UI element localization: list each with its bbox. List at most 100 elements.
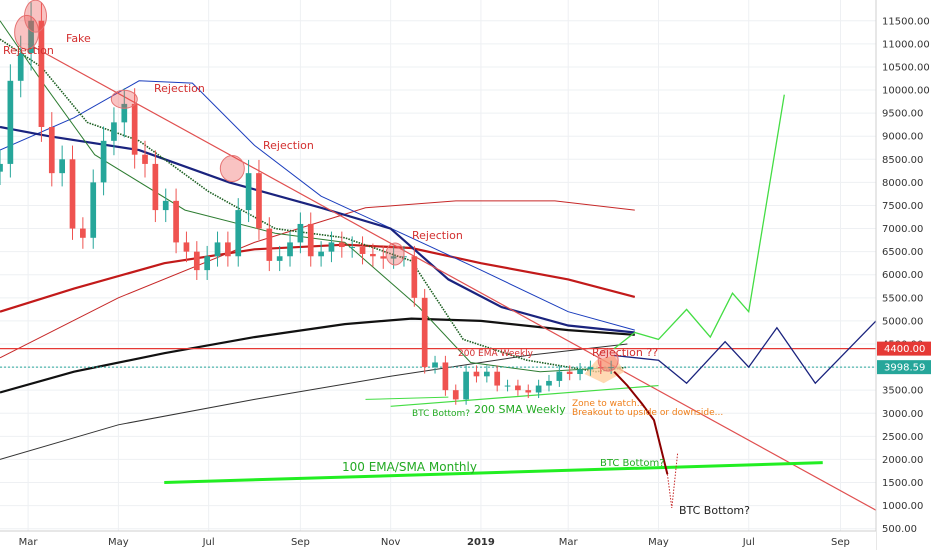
- candle: [245, 159, 252, 223]
- candle-body: [535, 385, 542, 393]
- price-tick-label: 11500.00: [882, 16, 930, 27]
- price-axis-background: [876, 0, 932, 550]
- price-tick-label: 6000.00: [882, 270, 923, 281]
- candle-body: [442, 362, 449, 391]
- candle: [225, 231, 231, 267]
- candle-body: [328, 242, 335, 252]
- candle: [111, 107, 117, 156]
- candle-body: [483, 371, 490, 377]
- annotation-breakout: Breakout to upside or downside...: [572, 408, 723, 418]
- time-tick-label: May: [648, 537, 669, 548]
- annotation-zone-to-watch: Zone to watch..: [572, 399, 642, 409]
- candle-body: [235, 210, 242, 257]
- moving-averages: [0, 20, 636, 460]
- candle-body: [338, 242, 345, 248]
- candle: [59, 145, 65, 187]
- candle: [421, 288, 428, 374]
- price-tick-label: 5000.00: [882, 316, 923, 327]
- rejection-circle: [14, 14, 40, 50]
- candle: [556, 365, 563, 387]
- candle: [452, 384, 459, 405]
- candle: [442, 355, 449, 396]
- candle-body: [421, 297, 428, 368]
- candle-body: [432, 362, 438, 368]
- candle-body: [7, 80, 14, 164]
- candle-body: [69, 159, 76, 229]
- annotation-rejection-question: Rejection ??: [592, 346, 658, 359]
- price-tick-label: 10500.00: [882, 62, 930, 73]
- candle-body: [515, 385, 521, 391]
- candle: [214, 231, 221, 267]
- candle-body: [152, 163, 159, 211]
- price-badge: [877, 360, 931, 375]
- candle-body: [162, 200, 169, 211]
- candle: [121, 88, 128, 138]
- candle: [183, 231, 190, 263]
- rejection-circle: [110, 89, 138, 109]
- projections: [613, 94, 877, 508]
- price-tick-label: 9000.00: [882, 132, 923, 143]
- monthly-support-line: [164, 461, 823, 485]
- projection-bearish: [613, 371, 669, 475]
- price-axis[interactable]: 500.00 1000.00 1500.00 2000.00 2500.00 3000.0…: [875, 0, 932, 550]
- candle-body: [142, 154, 148, 164]
- candle: [0, 150, 3, 185]
- candle-body: [473, 371, 480, 377]
- candle-body: [121, 103, 128, 123]
- time-tick-label: Sep: [831, 537, 850, 548]
- time-axis[interactable]: Mar May Jul Sep Nov 2019 Mar May Jul Sep: [0, 530, 876, 550]
- rising-support-line: [390, 384, 659, 407]
- candle-body: [380, 256, 387, 259]
- candle: [276, 245, 283, 272]
- annotation-200-ema-weekly: 200 EMA Weekly: [458, 349, 534, 359]
- candle: [17, 35, 24, 98]
- candle: [7, 64, 14, 178]
- candle-body: [370, 253, 376, 257]
- candle-body: [173, 200, 179, 243]
- candle-body: [411, 256, 418, 298]
- ma-line-blue-thin: [0, 80, 635, 331]
- price-tick-label: 2500.00: [882, 432, 923, 443]
- price-tick-label: 7000.00: [882, 224, 923, 235]
- annotation-circles: [14, 0, 619, 372]
- candle: [577, 363, 583, 381]
- candle: [338, 231, 345, 258]
- candle-body: [193, 251, 200, 271]
- price-tick-label: 3500.00: [882, 386, 923, 397]
- candle-body: [494, 371, 501, 386]
- candle: [566, 365, 573, 381]
- candle: [307, 212, 314, 267]
- candle: [359, 236, 366, 265]
- candle-body: [214, 242, 221, 257]
- projection-bullish: [613, 94, 785, 350]
- time-axis-background: [0, 531, 876, 550]
- rejection-circle: [385, 242, 405, 266]
- candle: [90, 169, 97, 249]
- candle-body: [546, 380, 552, 386]
- price-tick-label: 8500.00: [882, 155, 923, 166]
- annotation-btc-bottom-2: BTC Bottom?: [600, 458, 665, 469]
- candle-body: [452, 390, 459, 400]
- time-tick-label: Jul: [202, 537, 215, 548]
- rejection-circle: [597, 348, 619, 372]
- annotation-rejection-1: Rejection: [3, 44, 54, 57]
- annotation-rejection-2: Rejection: [154, 82, 205, 95]
- time-tick-label: 2019: [467, 537, 495, 548]
- projection-range: [614, 320, 877, 385]
- price-tick-label: 2000.00: [882, 455, 923, 466]
- price-tick-label: 9500.00: [882, 109, 923, 120]
- time-tick-label: May: [108, 537, 129, 548]
- candle-body: [349, 247, 356, 249]
- candle-body: [38, 20, 45, 127]
- grid: [0, 0, 876, 531]
- candle: [546, 374, 552, 392]
- candle-body: [17, 53, 24, 81]
- candle: [287, 231, 293, 267]
- candle-body: [0, 163, 3, 172]
- candle-body: [556, 371, 563, 381]
- candle: [318, 241, 324, 267]
- candle: [235, 198, 242, 267]
- price-tick-label: 3000.00: [882, 409, 923, 420]
- annotation-rejection-3: Rejection: [263, 139, 314, 152]
